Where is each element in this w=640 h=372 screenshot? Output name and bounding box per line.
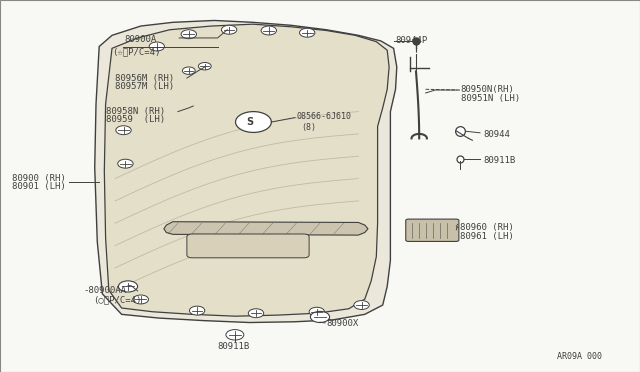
Text: 80911B: 80911B [483,156,515,165]
Text: (8): (8) [301,123,316,132]
Text: 08566-6J610: 08566-6J610 [297,112,352,121]
Polygon shape [95,20,397,323]
Text: 80900X: 80900X [326,319,358,328]
Text: 80961 (LH): 80961 (LH) [460,232,513,241]
Circle shape [133,295,148,304]
Text: 80951N (LH): 80951N (LH) [461,94,520,103]
Circle shape [236,112,271,132]
Text: 80957M (LH): 80957M (LH) [115,82,174,91]
Text: (○印P/C=4): (○印P/C=4) [93,295,141,304]
Circle shape [261,26,276,35]
Text: 80911B: 80911B [218,342,250,351]
Text: (☆印P/C=4): (☆印P/C=4) [112,48,161,57]
Circle shape [116,126,131,135]
Circle shape [309,307,324,316]
Circle shape [118,281,138,292]
Text: AR09A 000: AR09A 000 [557,352,602,361]
Circle shape [189,306,205,315]
Circle shape [300,28,315,37]
Circle shape [198,62,211,70]
Text: S: S [246,117,254,127]
FancyBboxPatch shape [187,234,309,258]
Circle shape [248,309,264,318]
Text: 80959  (LH): 80959 (LH) [106,115,164,124]
Circle shape [221,25,237,34]
FancyBboxPatch shape [406,219,459,241]
Polygon shape [104,24,389,316]
Circle shape [181,30,196,39]
Circle shape [118,159,133,168]
Text: -80900AA: -80900AA [83,286,126,295]
Text: 80950N(RH): 80950N(RH) [461,85,515,94]
Circle shape [182,67,195,74]
Circle shape [354,301,369,310]
Text: 80900 (RH): 80900 (RH) [12,174,65,183]
Text: 80956M (RH): 80956M (RH) [115,74,174,83]
Text: 80944P: 80944P [396,36,428,45]
Text: 80944: 80944 [483,130,510,139]
Circle shape [149,42,164,51]
Text: 80901 (LH): 80901 (LH) [12,182,65,191]
Text: 80900A: 80900A [125,35,157,44]
Polygon shape [164,222,368,235]
Circle shape [310,311,330,323]
Circle shape [226,330,244,340]
Text: 80960 (RH): 80960 (RH) [460,223,513,232]
Text: 80958N (RH): 80958N (RH) [106,107,164,116]
